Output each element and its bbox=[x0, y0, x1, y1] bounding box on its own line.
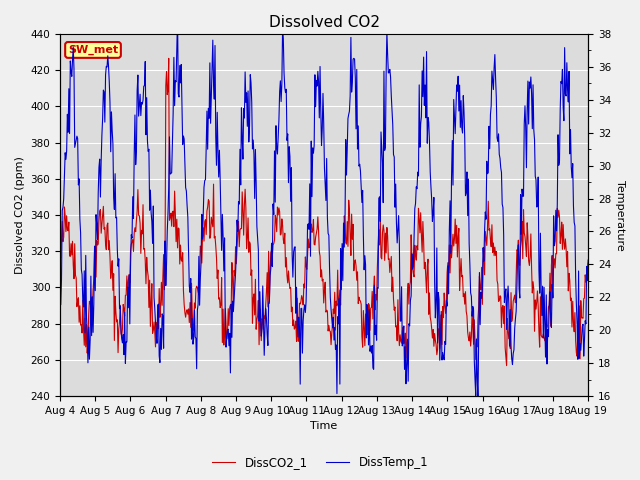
DissCO2_1 bbox=[120, 306, 128, 312]
DissCO2_1 bbox=[202, 231, 210, 237]
Line: DissTemp_1: DissTemp_1 bbox=[60, 16, 588, 400]
DissCO2_1 bbox=[584, 260, 592, 266]
DissCO2_1 bbox=[503, 363, 511, 369]
DissCO2_1 bbox=[175, 225, 182, 231]
DissTemp_1 bbox=[584, 257, 592, 263]
Y-axis label: Dissolved CO2 (ppm): Dissolved CO2 (ppm) bbox=[15, 156, 25, 274]
DissTemp_1 bbox=[66, 131, 74, 136]
DissTemp_1 bbox=[389, 122, 397, 128]
DissTemp_1 bbox=[404, 378, 412, 384]
DissCO2_1 bbox=[66, 253, 74, 259]
Text: SW_met: SW_met bbox=[68, 45, 118, 55]
X-axis label: Time: Time bbox=[310, 421, 338, 432]
DissTemp_1 bbox=[173, 13, 181, 19]
DissTemp_1 bbox=[56, 268, 64, 274]
DissTemp_1 bbox=[202, 145, 210, 151]
DissCO2_1 bbox=[389, 274, 397, 280]
DissTemp_1 bbox=[120, 352, 128, 358]
DissCO2_1 bbox=[56, 252, 64, 258]
DissCO2_1 bbox=[165, 56, 173, 61]
Title: Dissolved CO2: Dissolved CO2 bbox=[269, 15, 380, 30]
DissTemp_1 bbox=[474, 397, 482, 403]
Legend: DissCO2_1, DissTemp_1: DissCO2_1, DissTemp_1 bbox=[207, 452, 433, 474]
Line: DissCO2_1: DissCO2_1 bbox=[60, 59, 588, 366]
Y-axis label: Temperature: Temperature bbox=[615, 180, 625, 251]
DissCO2_1 bbox=[404, 280, 412, 286]
DissTemp_1 bbox=[175, 91, 182, 96]
